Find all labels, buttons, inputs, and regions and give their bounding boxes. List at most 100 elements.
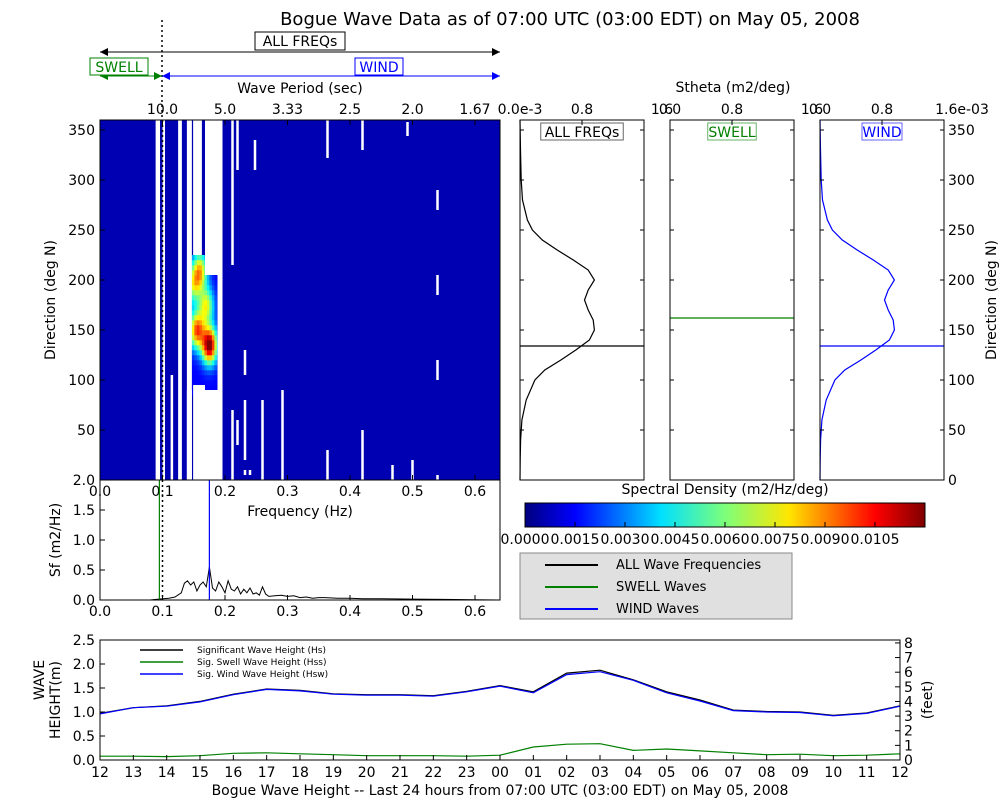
heatmap-cell	[201, 360, 205, 366]
heatmap-cell	[209, 280, 213, 286]
heatmap-cell	[199, 315, 203, 321]
band-label-all: ALL FREQs	[263, 34, 338, 50]
heatmap-cell	[209, 375, 213, 381]
heatmap-cell	[199, 300, 203, 306]
wave-legend-label: Sig. Wind Wave Height (Hsw)	[197, 670, 328, 680]
heatmap-cell	[211, 360, 215, 366]
hour-tick: 10	[824, 765, 842, 781]
heatmap-top-xlabel: Wave Period (sec)	[237, 81, 363, 97]
heatmap-cell	[194, 255, 198, 261]
period-tick: 5.0	[214, 102, 236, 118]
heatmap-cell	[199, 310, 203, 316]
heatmap-cell	[209, 350, 213, 356]
heatmap-cell	[206, 360, 210, 366]
heatmap-cell	[191, 355, 195, 361]
heatmap-cell	[199, 275, 203, 281]
panel-label: ALL FREQs	[545, 125, 620, 141]
stheta-tick: 0.0	[809, 102, 831, 118]
heatmap-y-tick: 50	[77, 423, 95, 439]
directional-right-y-tick: 50	[948, 423, 966, 439]
stheta-xlabel: Stheta (m2/deg)	[676, 80, 791, 96]
hour-tick: 19	[324, 765, 342, 781]
heatmap-cell	[209, 320, 213, 326]
heatmap-cell	[194, 260, 198, 266]
heatmap-gap	[361, 430, 364, 480]
heatmap-cell	[211, 325, 215, 331]
directional-curve	[819, 119, 896, 481]
spectrum-curve	[100, 566, 500, 600]
heatmap-cell	[194, 375, 198, 381]
heatmap-cell	[211, 350, 215, 356]
band-label-wind-box	[354, 57, 404, 76]
band-label-swell-box	[89, 57, 149, 76]
band-indicators: ALL FREQs SWELL WIND	[89, 20, 500, 120]
colorbar-tick: 0.0045	[651, 532, 700, 548]
heatmap-cell	[194, 315, 198, 321]
series-line-hsw	[99, 671, 901, 717]
heatmap-cell	[211, 330, 215, 336]
hour-tick: 22	[424, 765, 442, 781]
heatmap-gap	[217, 120, 223, 480]
heatmap-cell	[201, 305, 205, 311]
heatmap-cell	[191, 275, 195, 281]
heatmap-cell	[214, 355, 218, 361]
heatmap-gap	[326, 120, 329, 158]
heatmap-cell	[214, 315, 218, 321]
heatmap-cell	[196, 320, 200, 326]
heatmap-cell	[209, 305, 213, 311]
directional-right-y-tick: 200	[948, 273, 975, 289]
heatmap-cell	[201, 280, 205, 286]
heatmap-cell	[201, 375, 205, 381]
heatmap-cell	[201, 265, 205, 271]
heatmap-x-tick: 0.3	[276, 484, 298, 500]
heatmap-cell	[194, 360, 198, 366]
heatmap-cell	[201, 380, 205, 386]
heatmap-cell	[194, 290, 198, 296]
heatmap-cell	[199, 380, 203, 386]
heatmap-cell	[204, 285, 208, 291]
heatmap-cell	[214, 295, 218, 301]
sf-x-tick: 0.4	[339, 604, 361, 620]
hour-tick: 03	[591, 765, 609, 781]
heatmap-cell	[204, 320, 208, 326]
heatmap-cell	[206, 305, 210, 311]
heatmap-cell	[204, 380, 208, 386]
heatmap-cell	[211, 320, 215, 326]
heatmap-cell	[206, 355, 210, 361]
heatmap-cell	[191, 260, 195, 266]
hour-tick: 23	[458, 765, 476, 781]
heatmap-cell	[199, 335, 203, 341]
hour-tick: 05	[658, 765, 676, 781]
period-tick: 1.67	[459, 102, 490, 118]
frequency-spectrum-plot: 0.0 0.1 0.2 0.3 0.4 0.5 0.6 0.0 0.5 1.0 1.5 Sf (m2…	[48, 479, 501, 620]
heatmap-cell	[196, 330, 200, 336]
heatmap-cell	[211, 365, 215, 371]
heatmap-x-tick: 0.4	[339, 484, 361, 500]
sf-y-tick: 1.0	[73, 533, 95, 549]
heatmap-cell	[204, 275, 208, 281]
heatmap-cell	[196, 305, 200, 311]
heatmap-cell	[209, 385, 213, 391]
heatmap-cell	[194, 285, 198, 291]
heatmap-x-tick: 0.2	[214, 484, 236, 500]
hour-tick: 12	[91, 765, 109, 781]
sf-ylabel: Sf (m2/Hz)	[48, 503, 64, 577]
heatmap-cell	[194, 345, 198, 351]
heatmap-gap	[436, 190, 439, 210]
heatmap-cell	[201, 335, 205, 341]
heatmap-cell	[194, 350, 198, 356]
heatmap-cell	[191, 280, 195, 286]
heatmap-cell	[204, 340, 208, 346]
directional-right-ylabel: Direction (deg N)	[984, 240, 1000, 360]
sf-y-tick: 0.0	[73, 593, 95, 609]
heatmap-cell	[209, 295, 213, 301]
heatmap-gap	[231, 410, 234, 480]
heatmap-cell	[199, 365, 203, 371]
heatmap-cell	[214, 310, 218, 316]
heatmap-y-tick: 100	[68, 373, 95, 389]
heatmap-cell	[214, 275, 218, 281]
directional-right-y-tick: 150	[948, 323, 975, 339]
hour-tick: 15	[191, 765, 209, 781]
panel-label: WIND	[862, 125, 901, 141]
